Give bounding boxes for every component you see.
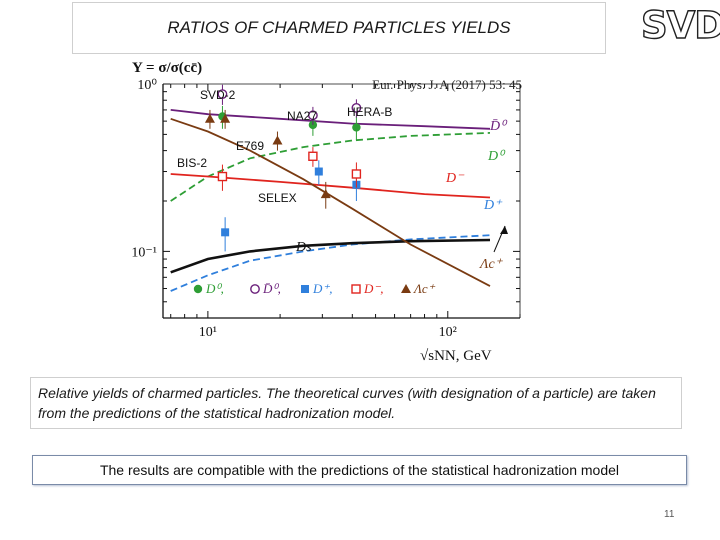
data-point-D̄⁰ — [351, 102, 362, 113]
data-point-Λc⁺ — [272, 135, 283, 145]
data-point-D⁰ — [352, 123, 361, 132]
data-point-D̄⁰ — [307, 110, 318, 121]
data-point-Λc⁺ — [204, 113, 215, 123]
y-tick-label: 10⁻¹ — [131, 245, 157, 260]
curve-label: D⁻ — [445, 171, 465, 186]
data-point-D⁰ — [308, 120, 318, 130]
y-axis-label: Y = σ/σ(cc̄) — [132, 60, 202, 76]
slide-title: RATIOS OF CHARMED PARTICLES YIELDS — [167, 18, 511, 37]
legend-marker — [193, 284, 203, 294]
data-point-D⁻ — [217, 171, 228, 182]
data-point-D̄⁰ — [217, 89, 228, 100]
curve-label: Λc⁺ — [478, 257, 504, 272]
theory-curve-Ds — [170, 238, 491, 274]
data-point-D⁻ — [308, 151, 318, 161]
legend-marker — [301, 285, 309, 293]
x-tick-label: 10² — [439, 325, 457, 340]
curve-label: D⁰ — [487, 149, 506, 164]
experiment-label: BIS-2 — [177, 156, 207, 170]
svd-logo: SVD — [640, 3, 720, 47]
data-point-D⁺ — [221, 228, 230, 237]
legend-label: D⁰, — [205, 281, 224, 296]
legend-marker — [351, 284, 361, 294]
theory-curve-D̄⁰ — [170, 109, 491, 130]
legend-label: D̄⁰, — [262, 281, 281, 296]
legend-marker — [250, 284, 260, 294]
legend-label: D⁻, — [363, 281, 384, 296]
data-point-D⁺ — [314, 167, 323, 176]
experiment-label: SELEX — [258, 191, 297, 205]
curve-label: D⁺ — [483, 198, 503, 213]
theory-curve-D⁻ — [170, 173, 491, 199]
data-point-Λc⁺ — [320, 189, 331, 199]
theory-curve-D⁰ — [170, 132, 491, 202]
reference-label: Eur. Phys. J. A (2017) 53: 45 — [372, 77, 522, 92]
experiment-label: NA27 — [287, 109, 317, 123]
x-tick-label: 10¹ — [199, 325, 217, 340]
experiment-label: HERA-B — [347, 105, 392, 119]
page-number: 11 — [664, 509, 675, 520]
legend-label: D⁺, — [312, 281, 333, 296]
caption-box: Relative yields of charmed particles. Th… — [30, 377, 682, 429]
experiment-label: SVD-2 — [200, 88, 236, 102]
x-axis-label: √sNN, GeV — [420, 348, 492, 364]
lambda-arrow-head — [500, 226, 508, 234]
curve-label: Ds — [295, 240, 312, 255]
theory-curve-D⁺ — [170, 234, 491, 292]
conclusion-box: The results are compatible with the pred… — [32, 455, 687, 485]
curve-label: D̄⁰ — [489, 119, 508, 134]
data-point-Λc⁺ — [220, 113, 231, 123]
y-tick-label: 10⁰ — [137, 78, 157, 93]
data-point-D⁻ — [351, 169, 362, 179]
title-box: RATIOS OF CHARMED PARTICLES YIELDS — [72, 2, 606, 54]
legend-marker — [401, 284, 411, 293]
yields-chart: 10⁰ 10⁻¹ 10¹ 10² Y = σ/σ(cc̄) √sNN, GeV Eur. P… — [131, 60, 522, 364]
theory-curve-Λc⁺ — [170, 117, 491, 287]
experiment-label: E769 — [236, 139, 264, 153]
legend-label: Λc⁺ — [412, 281, 436, 296]
conclusion-text: The results are compatible with the pred… — [99, 462, 620, 478]
